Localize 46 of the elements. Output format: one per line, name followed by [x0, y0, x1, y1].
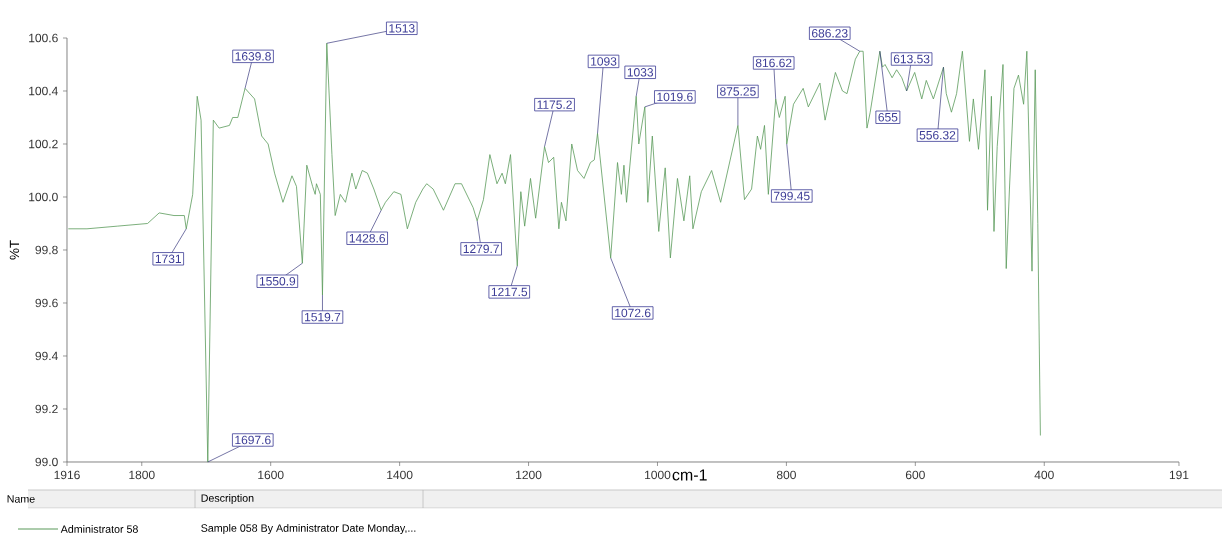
- annotation: 816.62: [755, 58, 792, 68]
- y-tick-label: 100.4: [29, 86, 58, 96]
- y-tick-label: 100.2: [29, 139, 58, 149]
- x-axis-title: cm-1: [672, 469, 707, 481]
- annotation: 1217.5: [491, 287, 528, 297]
- legend-label: Administrator 58: [60, 525, 138, 533]
- y-tick-label: 100.0: [29, 192, 58, 202]
- annotation: 875.25: [720, 87, 756, 96]
- annotation: 1093: [591, 57, 617, 66]
- annotation: 686.23: [812, 28, 848, 38]
- y-tick-label: 99.8: [35, 245, 58, 255]
- x-tick-label: 1400: [387, 470, 413, 480]
- annotation: 1697.6: [235, 435, 271, 445]
- annotation: 1428.6: [349, 233, 386, 243]
- x-tick-label: 1800: [129, 470, 155, 480]
- x-tick-label: 1600: [258, 470, 284, 480]
- annotation: 1513: [389, 24, 415, 33]
- y-tick-label: 99.6: [35, 298, 58, 308]
- x-tick-label: 1916: [54, 470, 80, 480]
- annotation: 1175.2: [537, 100, 572, 109]
- annotation: 1279.7: [463, 244, 499, 254]
- x-tick-label: 600: [905, 470, 925, 480]
- x-tick-label: 800: [776, 470, 796, 480]
- annotation: 1019.6: [657, 92, 693, 102]
- x-tick-label: 1200: [516, 470, 542, 480]
- text: Sample 058 By Administrator Date Monday,...: [201, 524, 416, 534]
- x-tick-label: 1000: [645, 470, 671, 480]
- annotation: 1731: [155, 254, 181, 264]
- y-tick-label: 99.4: [35, 351, 58, 361]
- y-tick-label: 99.0: [35, 457, 58, 467]
- text: Name: [7, 495, 35, 503]
- y-axis-title: %T: [9, 240, 20, 260]
- annotation: 1639.8: [235, 52, 271, 61]
- x-tick-label: 400: [1034, 470, 1054, 480]
- annotation: 799.45: [774, 191, 810, 201]
- annotation: 613.53: [893, 54, 930, 64]
- text: Description: [201, 494, 254, 504]
- y-tick-label: 99.2: [35, 404, 58, 414]
- y-tick-label: 100.6: [29, 33, 58, 43]
- annotation: 1550.9: [259, 276, 296, 286]
- annotation: 655: [878, 112, 898, 122]
- x-tick-label: 191: [1169, 470, 1189, 480]
- annotation: 1072.6: [615, 308, 651, 318]
- annotation: 1033: [627, 68, 654, 77]
- annotation: 1519.7: [305, 312, 341, 322]
- annotation: 556.32: [919, 130, 956, 140]
